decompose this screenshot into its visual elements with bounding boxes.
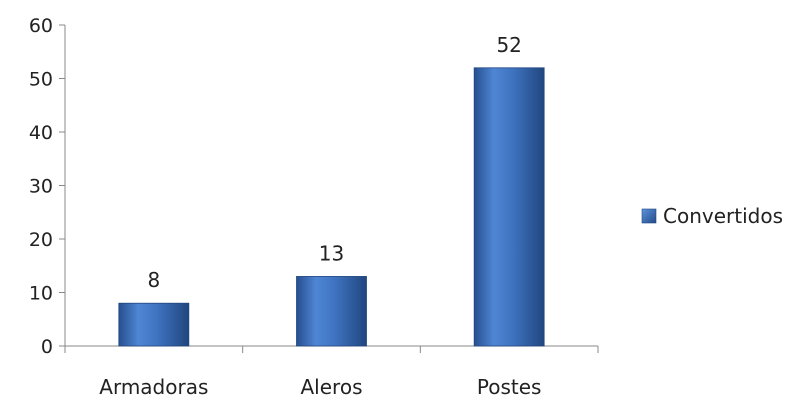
legend: Convertidos [641, 204, 783, 228]
plot-area: 0 10 20 30 40 50 60 8 Armadoras 13 Aleros 52 Postes [29, 15, 599, 399]
y-tick-label: 40 [29, 122, 53, 144]
y-tick-label: 0 [41, 336, 53, 358]
data-label: 13 [319, 241, 344, 265]
x-category-label: Postes [477, 375, 542, 399]
legend-label: Convertidos [663, 204, 783, 228]
y-tick-label: 30 [29, 176, 53, 198]
bar-aleros [296, 276, 367, 347]
data-label: 8 [147, 268, 160, 292]
x-category-label: Armadoras [99, 375, 208, 399]
y-tick-label: 50 [29, 69, 53, 91]
x-category-label: Aleros [301, 375, 363, 399]
data-label: 52 [496, 33, 521, 57]
y-tick-label: 20 [29, 229, 53, 251]
y-tick-label: 10 [29, 283, 53, 305]
y-tick-label: 60 [29, 15, 53, 37]
bar-postes [473, 67, 545, 347]
legend-swatch [641, 208, 657, 224]
bar-armadoras [118, 302, 190, 347]
